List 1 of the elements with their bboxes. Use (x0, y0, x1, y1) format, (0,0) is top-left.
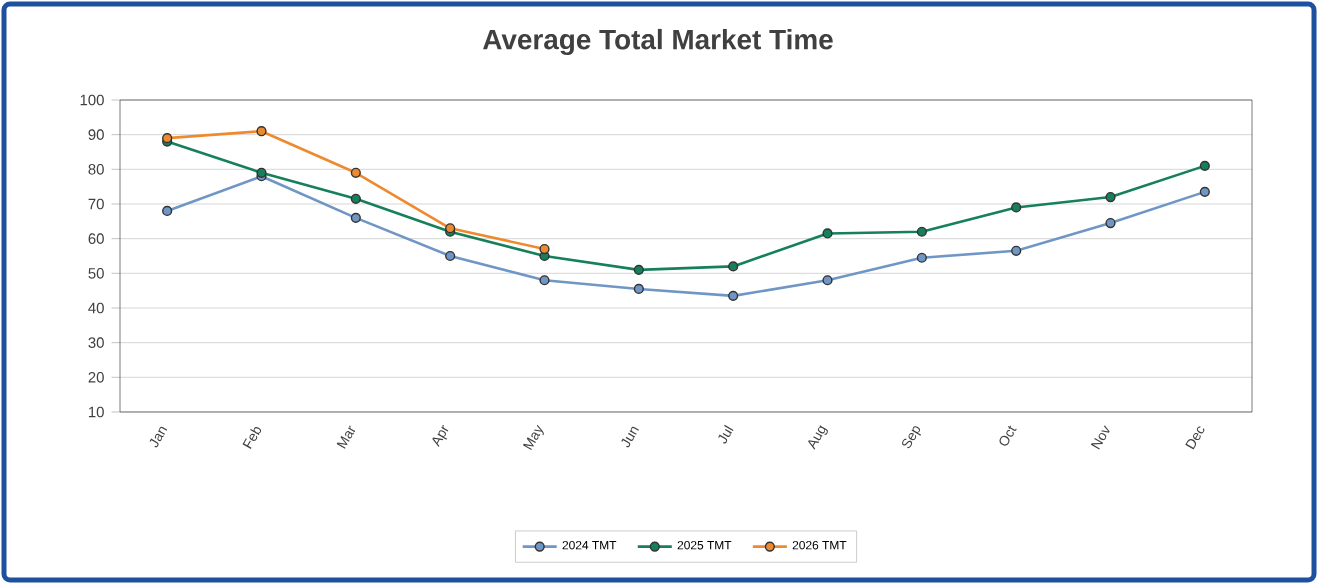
chart-title: Average Total Market Time (482, 28, 833, 56)
